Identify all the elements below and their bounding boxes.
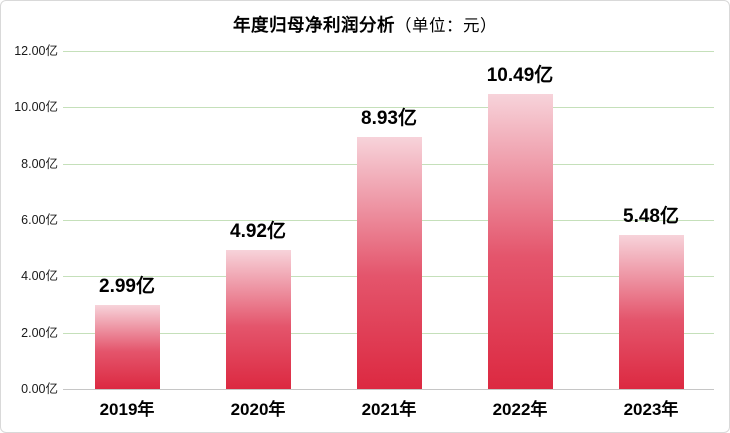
y-axis-tick-label: 6.00亿 [21,213,58,227]
chart-title-unit: （单位：元） [395,17,497,35]
y-axis-tick-label: 2.00亿 [21,325,58,340]
gridline [63,51,714,52]
bar-2023年 [618,234,684,389]
bar-value-label: 2.99亿 [99,275,155,297]
x-axis-label: 2023年 [623,400,679,419]
bar-value-label: 10.49亿 [486,64,554,86]
x-axis-label: 2021年 [361,400,417,419]
bar-2021年 [356,137,422,389]
y-axis-tick-label: 10.00亿 [14,100,58,115]
x-axis-label: 2020年 [230,400,286,419]
x-axis-label: 2019年 [99,400,155,419]
y-axis-tick-label: 4.00亿 [21,269,58,284]
y-axis-tick-label: 8.00亿 [21,156,58,171]
bar-2020年 [225,250,291,389]
x-axis-baseline [63,389,714,390]
bar-value-label: 8.93亿 [361,108,417,130]
bar-2019年 [94,304,160,389]
bar-value-label: 5.48亿 [623,205,679,227]
bar-2022年 [487,93,553,389]
y-axis-tick-label: 12.00亿 [14,44,58,58]
bar-value-label: 4.92亿 [230,221,286,243]
y-axis-tick-label: 0.00亿 [21,382,58,396]
x-axis-label: 2022年 [492,400,548,419]
chart-title-main: 年度归母净利润分析 [233,15,395,35]
gridline [63,107,714,109]
chart-title: 年度归母净利润分析（单位：元） [1,12,729,37]
